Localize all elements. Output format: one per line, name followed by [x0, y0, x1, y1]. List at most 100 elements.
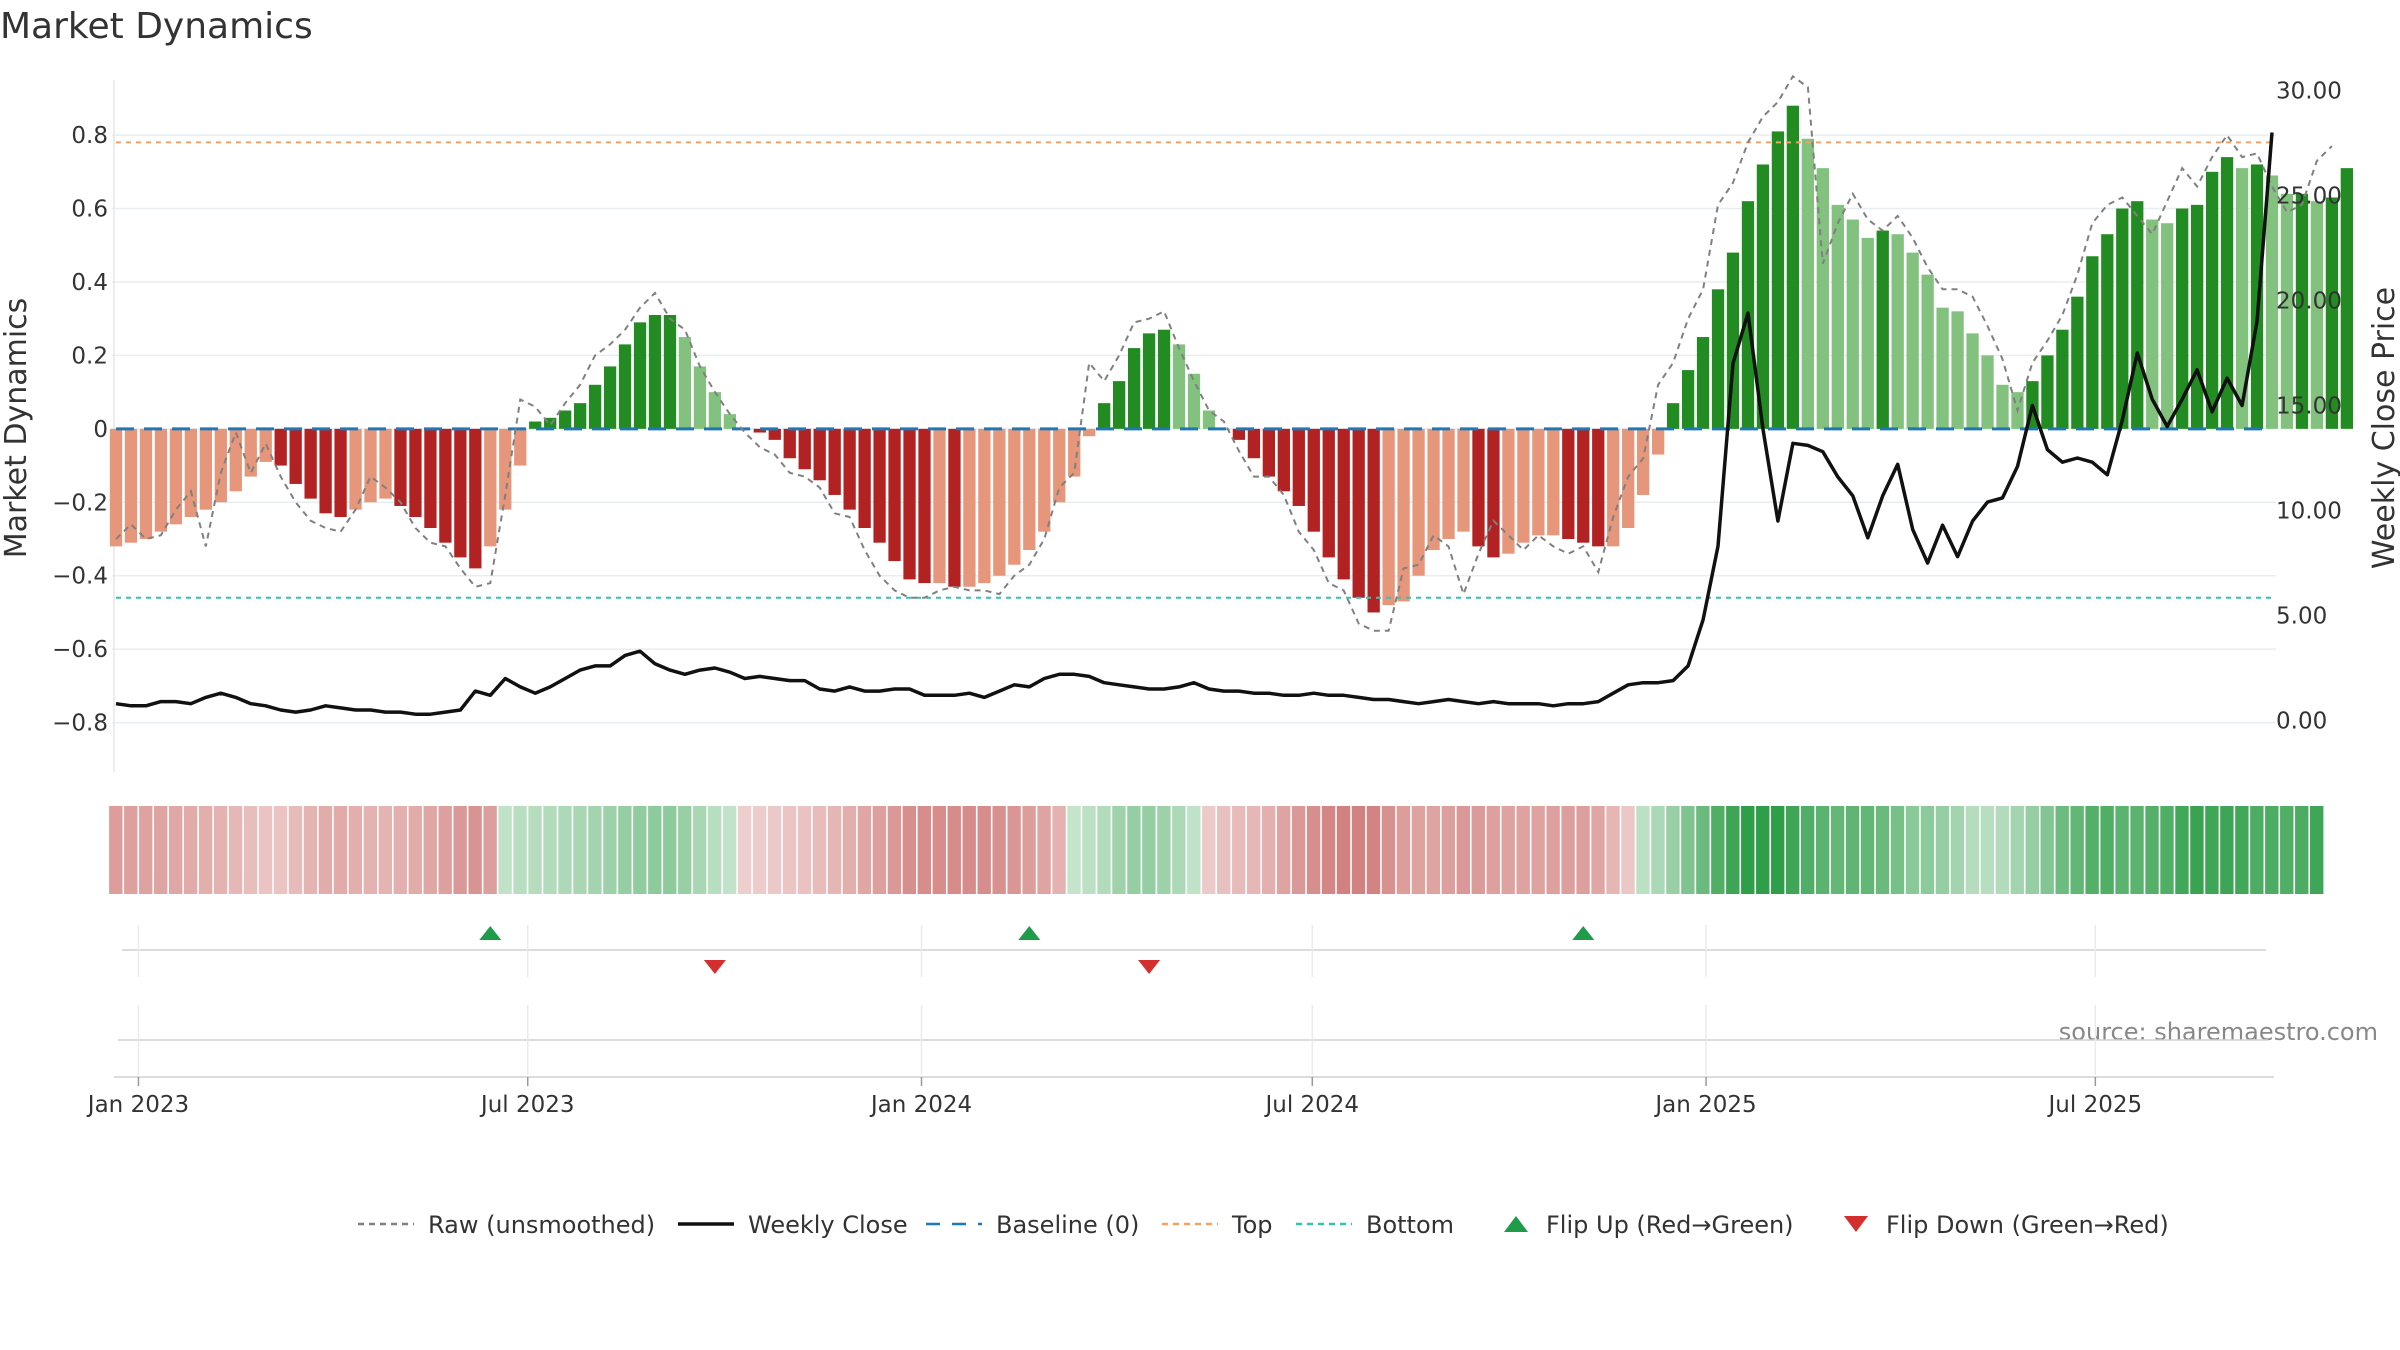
dynamics-bar	[1532, 428, 1545, 536]
y-right-tick-label: 5.00	[2276, 604, 2327, 630]
dynamics-bar	[1562, 428, 1575, 540]
regime-cell	[1860, 806, 1875, 894]
dynamics-bar	[154, 428, 168, 532]
regime-cell	[1291, 806, 1306, 894]
regime-cell	[1366, 806, 1381, 894]
dynamics-bar	[648, 315, 662, 429]
dynamics-bar	[2176, 208, 2189, 429]
legend-label: Raw (unsmoothed)	[428, 1211, 655, 1239]
regime-cell	[2295, 806, 2309, 894]
dynamics-bar	[304, 428, 317, 499]
dynamics-bar	[768, 428, 781, 440]
regime-cell	[573, 806, 587, 894]
regime-cell	[917, 806, 931, 894]
x-tick-label: Jan 2024	[869, 1092, 972, 1118]
dynamics-bar	[618, 344, 632, 429]
regime-cell	[318, 806, 333, 894]
empty-panel	[118, 1005, 2268, 1075]
y-left-tick-label: 0.6	[71, 197, 108, 223]
regime-cell	[872, 806, 887, 894]
regime-cell	[2085, 806, 2099, 894]
regime-cell	[752, 806, 767, 894]
regime-cell	[887, 806, 902, 894]
dynamics-bar	[1921, 274, 1934, 429]
dynamics-bar	[1756, 164, 1770, 429]
dynamics-bar	[888, 428, 901, 562]
regime-cell	[528, 806, 542, 894]
dynamics-bar	[1442, 428, 1455, 540]
dynamics-bar	[918, 428, 931, 584]
x-tick-label: Jan 2025	[1653, 1092, 1756, 1118]
regime-cell	[1681, 806, 1695, 894]
dynamics-bar	[2041, 355, 2054, 429]
dynamics-bar	[1457, 428, 1470, 532]
dynamics-bar	[1292, 428, 1305, 506]
regime-cell	[1411, 806, 1426, 894]
regime-cell	[1666, 806, 1680, 894]
dynamics-bar	[1083, 428, 1096, 437]
regime-cell	[303, 806, 318, 894]
source-credit: source: sharemaestro.com	[2059, 1018, 2378, 1046]
dynamics-bar	[1891, 234, 1904, 429]
regime-cell	[1591, 806, 1605, 894]
regime-cell	[2310, 806, 2324, 894]
regime-cell	[1711, 806, 1725, 894]
dynamics-bar	[484, 428, 497, 547]
dynamics-bar	[289, 428, 302, 484]
regime-cell	[288, 806, 303, 894]
raw-series	[115, 74, 2333, 632]
regime-cell	[2250, 806, 2264, 894]
regime-cell	[1516, 806, 1530, 894]
dynamics-bar	[873, 428, 886, 543]
dynamics-bar	[1652, 428, 1665, 455]
regime-cell	[812, 806, 827, 894]
dynamics-bar	[1846, 219, 1859, 429]
dynamics-bar	[379, 428, 392, 499]
regime-cell	[393, 806, 407, 894]
y-axis-left-label: Market Dynamics	[0, 298, 34, 559]
regime-cell	[2070, 806, 2084, 894]
dynamics-bar	[663, 315, 677, 429]
dynamics-bar	[2250, 164, 2264, 429]
dynamics-bar	[2161, 223, 2174, 429]
dynamics-bar	[2220, 157, 2234, 429]
regime-cell	[902, 806, 917, 894]
dynamics-bar	[574, 403, 587, 429]
regime-cell	[273, 806, 288, 894]
raw-line	[115, 74, 2333, 632]
regime-cell	[1351, 806, 1366, 894]
y-left-tick-label: −0.2	[52, 490, 108, 516]
dynamics-bar	[1322, 428, 1335, 558]
regime-cell	[2190, 806, 2204, 894]
regime-cell	[1471, 806, 1485, 894]
y-right-tick-label: 15.00	[2276, 394, 2342, 420]
dynamics-bar	[2086, 256, 2099, 429]
axis-ticks: 0.8 0.6 0.4 0.2 0 −0.2 −0.4 −0.6 −0.8 30.00 25.00 2…	[52, 79, 2342, 737]
dynamics-bar	[2295, 193, 2309, 429]
legend-item: Bottom	[1296, 1211, 1454, 1239]
dynamics-bar	[559, 410, 572, 429]
regime-cell	[154, 806, 168, 894]
dynamics-bar	[1023, 428, 1036, 551]
regime-cell	[1261, 806, 1276, 894]
legend-item: Raw (unsmoothed)	[358, 1211, 655, 1239]
dynamics-bar	[1771, 131, 1785, 429]
dynamics-bar	[1607, 428, 1620, 547]
dynamics-bars	[109, 105, 2353, 613]
dynamics-bar	[1801, 138, 1814, 429]
dynamics-bar	[1142, 333, 1156, 429]
regime-cell	[678, 806, 692, 894]
regime-cell	[1905, 806, 1920, 894]
regime-cell	[1456, 806, 1470, 894]
flip-up-marker	[1572, 926, 1595, 940]
dynamics-bar	[2191, 204, 2204, 429]
dynamics-bar	[828, 428, 841, 495]
dynamics-bar	[1382, 428, 1395, 606]
regime-cell	[1741, 806, 1755, 894]
dynamics-bar	[1367, 428, 1380, 613]
y-left-tick-label: −0.8	[52, 711, 108, 737]
dynamics-bar	[1487, 428, 1500, 558]
dynamics-bar	[2265, 175, 2279, 429]
dynamics-bar	[544, 417, 557, 429]
dynamics-bar	[1247, 428, 1261, 459]
